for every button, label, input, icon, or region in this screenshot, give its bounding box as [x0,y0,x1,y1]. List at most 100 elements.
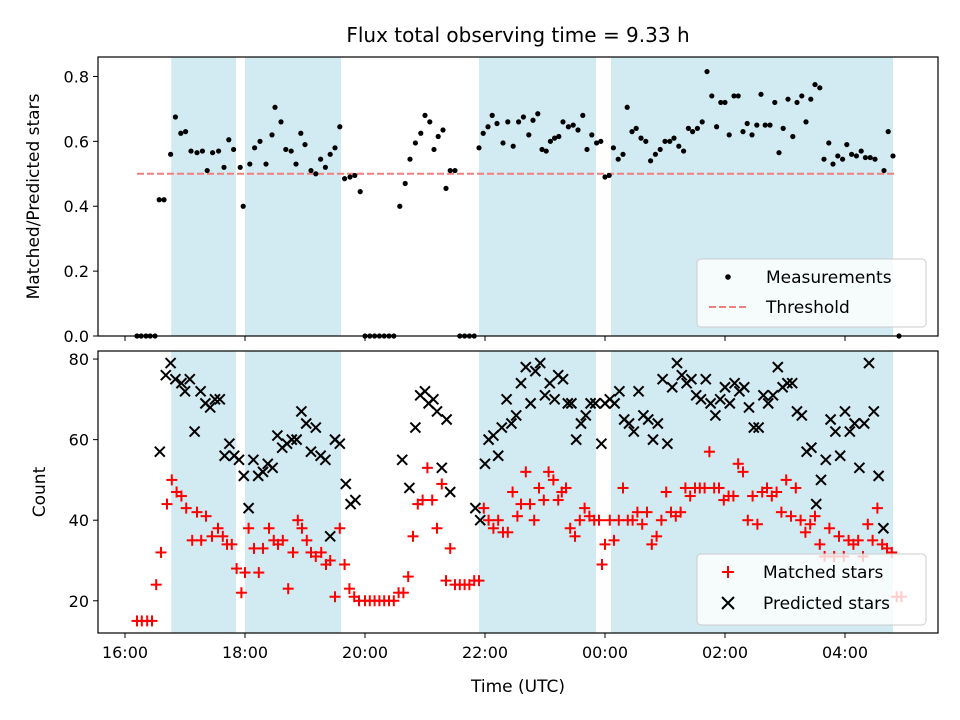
matched-star-point [761,482,773,494]
matched-star-point [440,575,452,587]
measurement-point [168,151,174,157]
observing-span-1 [245,351,341,633]
predicted-star-point [436,462,448,474]
measurement-point [288,148,294,154]
measurement-point [552,135,558,141]
measurement-point [418,130,424,136]
matched-star-point [593,514,605,526]
measurement-point [844,141,850,148]
predicted-star-point [810,498,822,510]
matched-star-point [511,510,523,522]
measurement-point [526,132,532,138]
predicted-star-point [642,413,654,426]
predicted-star-point [829,425,842,438]
predicted-star-point [479,458,491,470]
predicted-star-point [214,393,226,406]
predicted-star-point [661,437,674,450]
predicted-star-point [704,397,717,410]
measurement-point [731,93,737,99]
matched-star-point [292,514,304,526]
measurement-point [510,143,516,149]
predicted-star-point [548,393,561,406]
matched-star-point [684,490,696,502]
predicted-star-point [562,397,574,410]
measurement-point [633,125,639,131]
y-tick-label: 60 [69,431,89,450]
measurement-point [718,99,724,106]
measurement-point [657,146,663,153]
matched-star-point [675,506,687,518]
predicted-star-point [310,421,322,434]
predicted-star-point [695,393,707,406]
measurement-point [685,125,692,131]
matched-star-point [771,486,783,498]
predicted-star-point [534,357,546,369]
measurement-point [422,112,428,118]
measurement-point [352,172,358,179]
matched-star-point [146,615,158,627]
x-tick-label: 16:00 [102,643,148,662]
predicted-star-point [169,373,182,385]
measurement-point [407,156,413,162]
measurement-point [758,91,764,97]
measurement-point [694,125,701,131]
measurement-point [726,132,732,138]
predicted-star-point [575,417,587,430]
predicted-star-point [839,405,851,418]
matched-star-point [790,482,802,494]
matched-star-point [483,514,495,526]
measurement-point [881,167,887,174]
measurement-point [237,164,243,170]
matched-star-point [627,514,639,526]
predicted-star-point [257,466,269,478]
predicted-star-point [858,417,870,430]
matched-star-point [296,522,308,534]
predicted-star-point [204,401,216,414]
top-legend: Measurements Threshold [696,258,927,328]
matched-star-point [402,571,414,583]
measurement-point [535,111,541,117]
measurement-point [204,167,210,174]
y-tick-label: 0.0 [64,327,89,346]
threshold-legend-label: Threshold [765,298,850,318]
chart-title: Flux total observing time = 9.33 h [346,23,689,47]
measurement-point [216,148,222,154]
matched-star-point [397,587,409,599]
measurement-point [440,127,446,133]
matched-star-point [217,530,229,542]
measurement-point [283,146,289,153]
predicted-star-point [595,437,608,450]
predicted-star-point [872,470,885,482]
top-y-axis-label: Matched/Predicted stars [24,93,44,299]
matched-star-point [417,494,429,506]
predicted-star-point [700,373,712,385]
matched-star-point [150,579,162,591]
predicted-star-point [286,433,298,446]
measurement-point [252,145,258,151]
measurement-point [624,104,630,110]
measurement-point [594,140,600,146]
matched-star-point [804,518,816,530]
measurement-point [226,137,232,143]
matched-star-point [407,530,419,542]
predicted-star-point [409,421,422,434]
predicted-star-point [492,450,504,462]
matched-star-point [329,591,341,603]
predicted-star-point [796,409,808,422]
measurement-point [272,104,278,110]
matched-star-point [253,567,265,579]
measurement-point [681,148,687,154]
y-tick-label: 40 [69,511,89,530]
measurement-point [231,146,237,153]
measurement-point [648,158,654,164]
matched-star-point [243,522,255,534]
matched-star-point [212,522,224,534]
measurement-point [156,197,162,203]
matched-star-point [180,502,192,514]
predicted-star-point [868,405,880,418]
predicted-star-point [247,454,260,466]
measurement-point [638,135,644,141]
measurement-point [560,119,566,125]
predicted-star-point [324,530,336,543]
predicted-star-point [557,373,569,385]
